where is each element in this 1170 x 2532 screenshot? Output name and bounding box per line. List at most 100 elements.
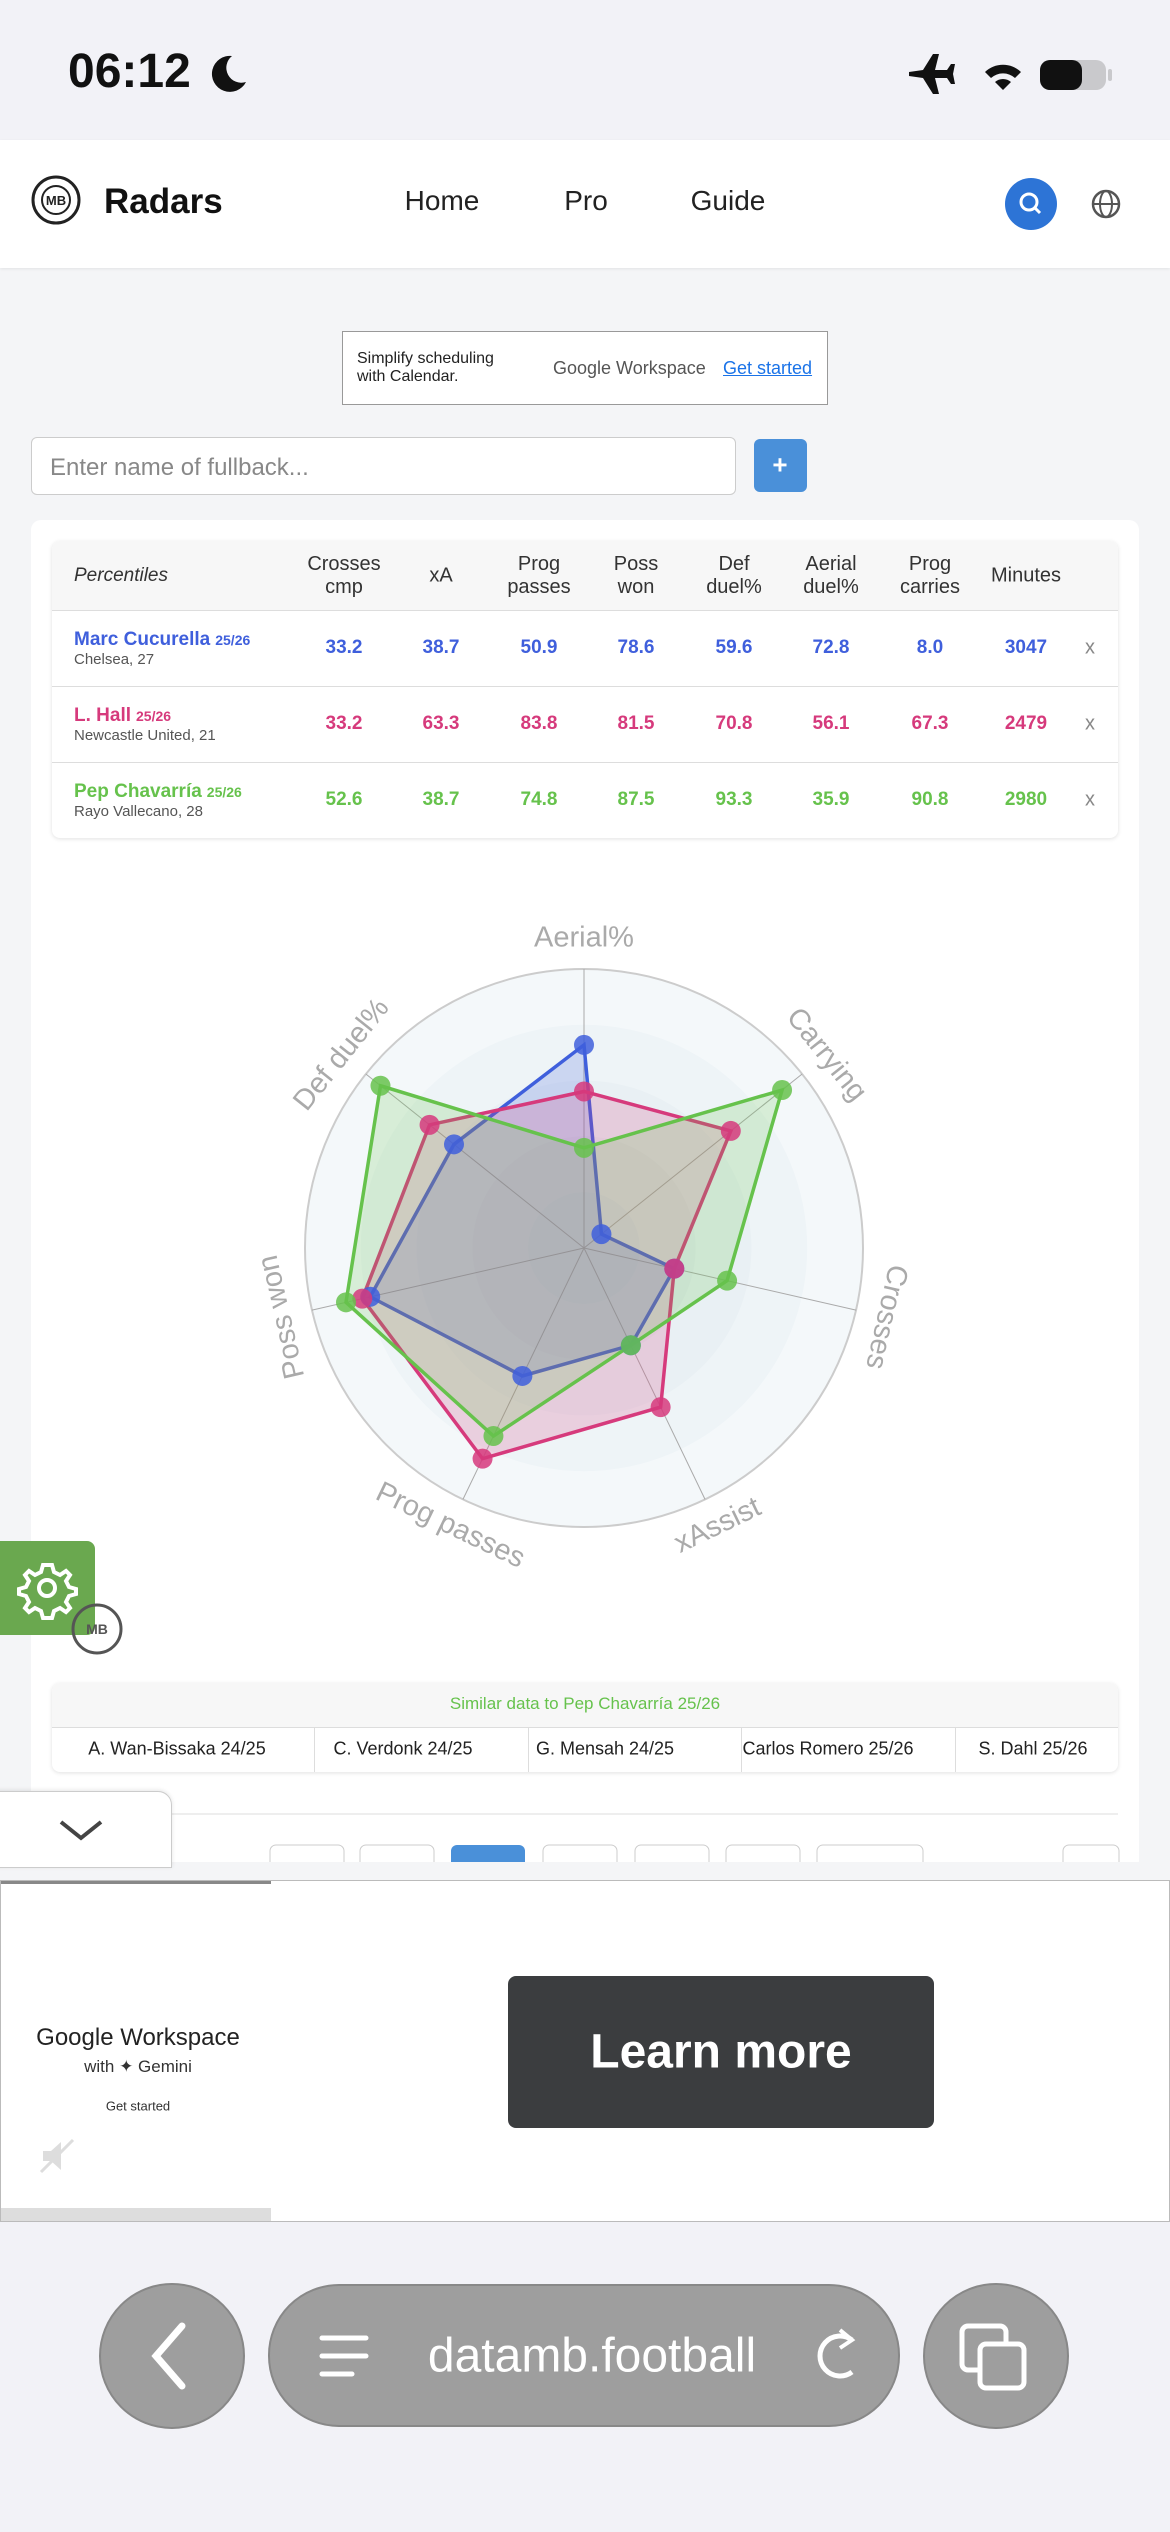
search-button[interactable]	[1005, 178, 1057, 230]
cell-value: 2980	[1004, 789, 1048, 810]
svg-text:MB: MB	[86, 1621, 108, 1637]
radar-point	[591, 1224, 612, 1245]
radar-point	[352, 1288, 373, 1309]
cell-value: 72.8	[812, 637, 850, 658]
cell-value: 33.2	[325, 713, 363, 734]
radar-point	[664, 1258, 685, 1279]
similar-player[interactable]: C. Verdonk 24/25	[333, 1738, 473, 1759]
search-input[interactable]: Enter name of fullback...	[31, 437, 736, 495]
remove-button[interactable]: x	[1085, 788, 1095, 811]
player-name[interactable]: L. Hall 25/26	[74, 705, 171, 727]
header-cell: Percentiles	[74, 565, 168, 586]
nav-link[interactable]: Pro	[564, 185, 608, 216]
add-button[interactable]: +	[754, 439, 807, 492]
cell-value: 38.7	[422, 789, 460, 810]
radar-point	[335, 1292, 356, 1313]
nav-bar	[0, 140, 1170, 268]
cell-value: 63.3	[422, 713, 460, 734]
player-name-text: Pep Chavarría	[74, 781, 202, 802]
settings-button[interactable]	[0, 1541, 95, 1635]
similar-divider	[954, 1727, 956, 1772]
gear-icon	[17, 1563, 78, 1620]
similar-player[interactable]: A. Wan-Bissaka 24/25	[88, 1738, 266, 1759]
remove-button[interactable]: x	[1085, 712, 1095, 735]
chevron-icon	[59, 1820, 103, 1841]
radar-area	[344, 1083, 785, 1439]
radar-point	[650, 1397, 671, 1418]
status-bar	[0, 0, 1170, 140]
placeholder: Enter name of fullback...	[50, 454, 309, 481]
pagination	[160, 1813, 1120, 1866]
moon-icon	[211, 55, 246, 92]
mute-icon[interactable]	[37, 2136, 77, 2176]
logo[interactable]: MB	[30, 174, 82, 226]
cell-value: 56.1	[812, 713, 850, 734]
player-name[interactable]: Marc Cucurella 25/26	[74, 629, 250, 651]
header-cell: Minutes	[990, 564, 1062, 587]
nav-link[interactable]: Guide	[690, 185, 766, 216]
learn-more-label: Learn more	[590, 2025, 852, 2079]
radar-point	[720, 1120, 741, 1141]
cell-value: 83.8	[520, 713, 558, 734]
nav-link[interactable]: Home	[404, 185, 480, 216]
cell-value: 93.3	[715, 789, 753, 810]
cell-value: 50.9	[520, 637, 558, 658]
spacer	[0, 1862, 1170, 1882]
similar-player[interactable]: G. Mensah 24/25	[535, 1738, 675, 1759]
similar-card: Similar data to Pep Chavarría 25/26	[52, 1683, 1118, 1772]
radar-point	[574, 1081, 594, 1102]
similar-player[interactable]: S. Dahl 25/26	[978, 1738, 1088, 1759]
collapse-tab[interactable]	[0, 1791, 172, 1868]
radar-axis-label: Aerial%	[534, 922, 634, 954]
ad-progress	[1, 2208, 271, 2221]
similar-divider	[740, 1727, 742, 1772]
table: Percentiles Crosses cmp xA Prog passes Poss …	[52, 541, 1118, 838]
similar-header	[52, 1683, 1118, 1728]
radar-area	[367, 1041, 677, 1378]
learn-more-button[interactable]: Learn more	[508, 1976, 934, 2128]
ad-gemini: with ✦ Gemini	[84, 2057, 192, 2076]
ad-top-bar	[1, 1881, 271, 1884]
row-divider	[52, 762, 1118, 763]
ad-banner[interactable]: Simplify scheduling with Calendar. Googl…	[342, 331, 828, 405]
cell-value: 33.2	[325, 637, 363, 658]
similar-title: Similar data to Pep Chavarría 25/26	[449, 1694, 721, 1713]
player-name[interactable]: Pep Chavarría 25/26	[74, 781, 242, 803]
header-cell: Poss won	[613, 553, 659, 598]
row-divider	[52, 686, 1118, 687]
player-info: Chelsea, 27	[74, 651, 155, 668]
status-icons	[909, 54, 1112, 94]
cell-value: 70.8	[715, 713, 753, 734]
remove-button[interactable]: x	[1085, 636, 1095, 659]
player-season: 25/26	[206, 784, 242, 800]
language-button[interactable]	[1090, 188, 1122, 220]
cell-value: 59.6	[715, 637, 753, 658]
svg-text:MB: MB	[46, 193, 66, 208]
header-cell: Prog passes	[507, 553, 571, 598]
similar-divider	[314, 1727, 315, 1772]
time: 06:12	[68, 45, 191, 98]
radar-point	[574, 1137, 594, 1158]
similar-row: A. Wan-Bissaka 24/25 C. Verdonk 24/25 G. M…	[52, 1727, 1118, 1772]
header-cell: Crosses cmp	[307, 553, 381, 598]
cell-value: 35.9	[812, 789, 850, 810]
player-season: 25/26	[215, 632, 251, 648]
cell-value: 38.7	[422, 637, 460, 658]
radar-axis-label: Crosses	[859, 1262, 914, 1373]
brand[interactable]: Radars	[104, 182, 223, 221]
ad-cta-small: Get started	[105, 2098, 171, 2114]
url[interactable]: datamb.football	[427, 2329, 757, 2383]
cell-value: 8.0	[916, 637, 944, 658]
header-cell: Def duel%	[706, 553, 762, 598]
radar-point	[574, 1034, 594, 1055]
similar-player[interactable]: Carlos Romero 25/26	[742, 1738, 914, 1759]
radar-spoke	[583, 1247, 706, 1500]
header-cell: Prog carries	[899, 553, 960, 598]
bottom-ad[interactable]: Google Workspace with ✦ Gemini Get start…	[0, 1880, 1170, 2222]
cell-value: 78.6	[617, 637, 655, 658]
radar-point	[620, 1335, 641, 1356]
radar-axis-label: Poss won	[252, 1252, 311, 1382]
header-cell: Aerial duel%	[803, 553, 859, 598]
cell-value: 3047	[1004, 637, 1048, 658]
ad-cta[interactable]: Get started	[723, 358, 813, 378]
